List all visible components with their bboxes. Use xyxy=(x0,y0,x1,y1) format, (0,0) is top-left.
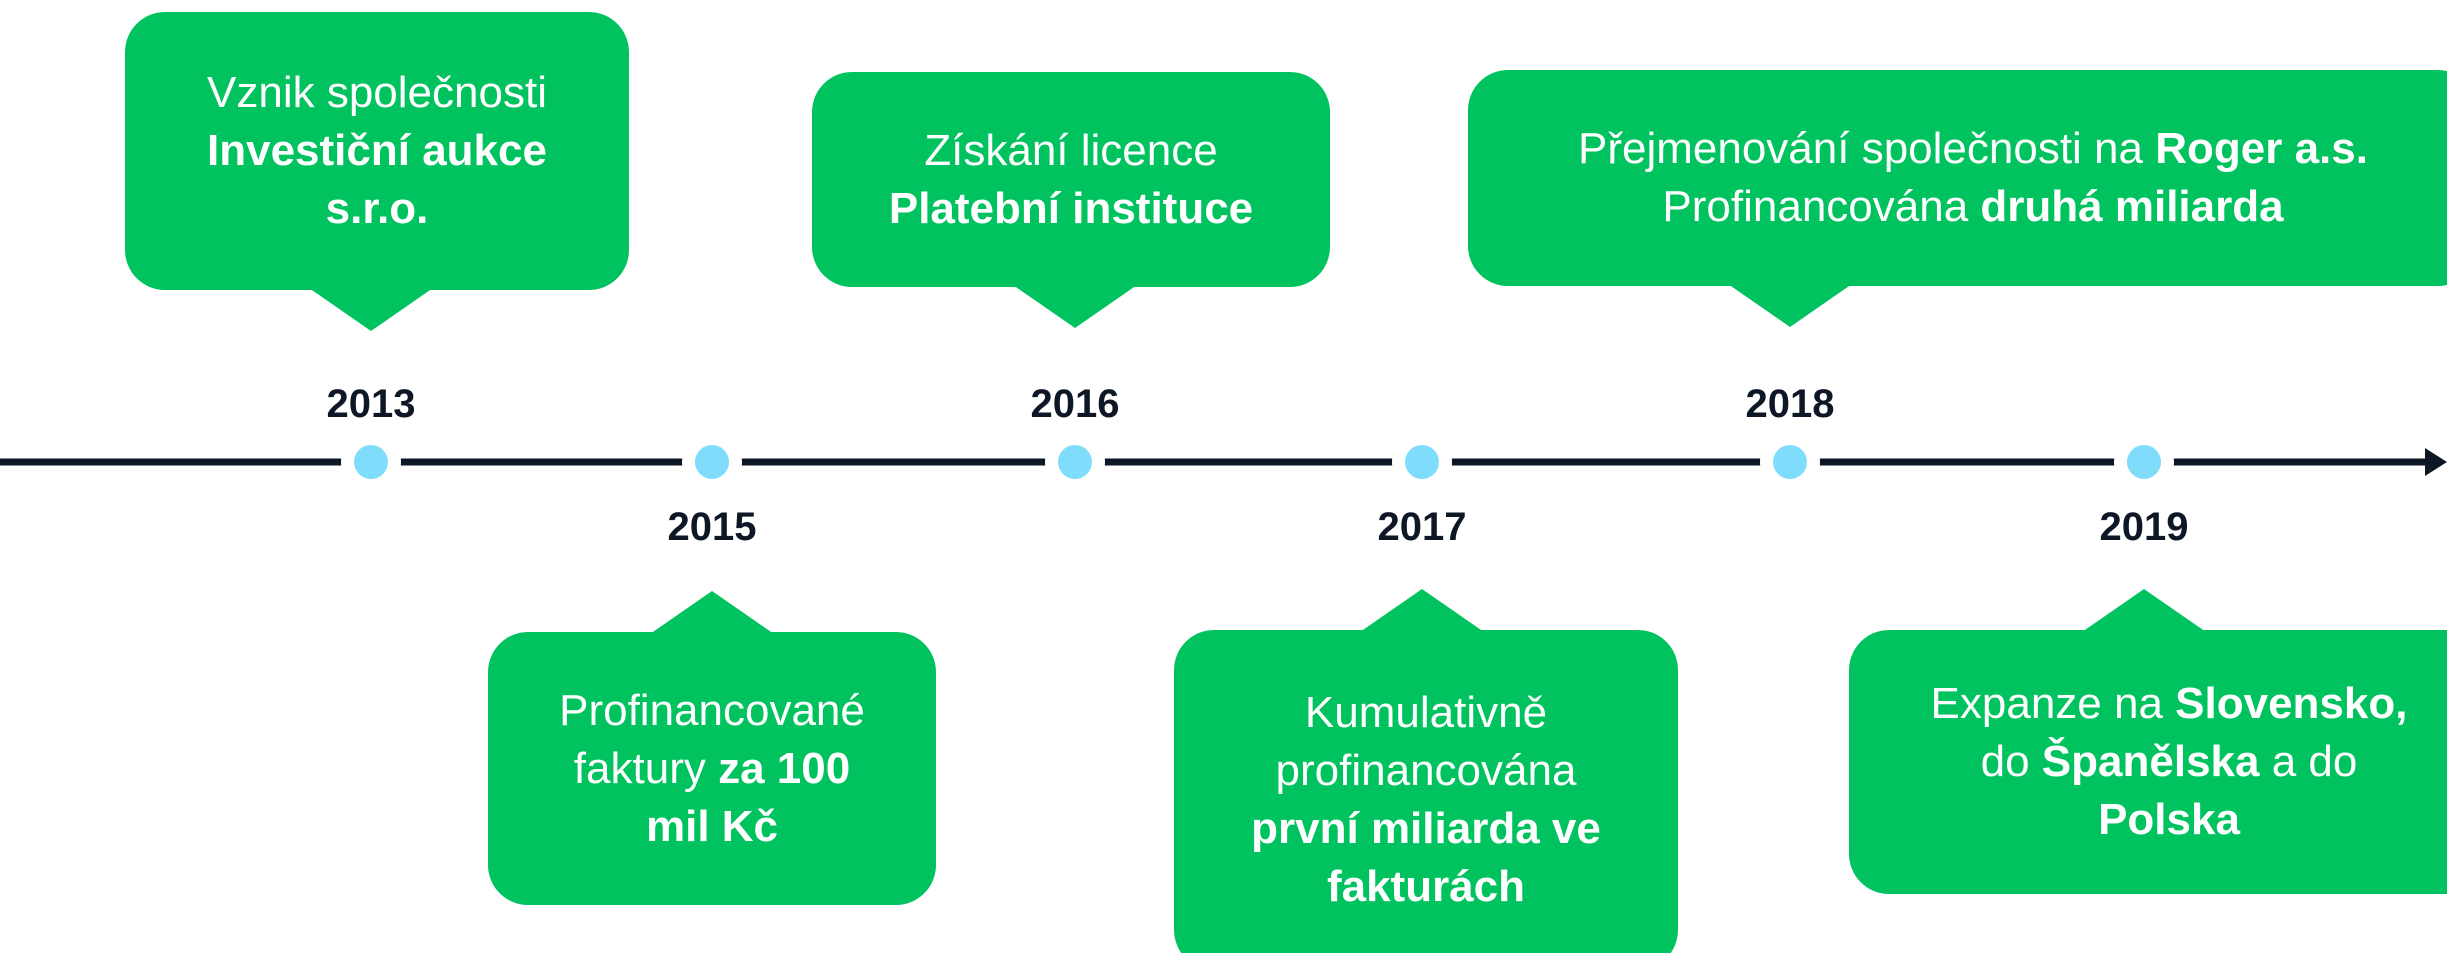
box-pointer xyxy=(650,591,774,634)
event-box: Získání licence Platební instituce xyxy=(812,72,1330,287)
event-text-line: Přejmenování společnosti na Roger a.s. xyxy=(1578,120,2368,178)
bold-text: Roger a.s. xyxy=(2155,124,2368,173)
text: do xyxy=(1980,737,2042,786)
event-text-line: profinancována xyxy=(1276,742,1577,800)
event-text-line: Platební instituce xyxy=(889,180,1253,238)
year-label: 2013 xyxy=(326,382,416,426)
bold-text: za 100 xyxy=(718,743,851,793)
bold-text: Platební instituce xyxy=(888,183,1254,233)
event-text-line: Investiční aukce xyxy=(207,122,547,180)
bold-text: první miliarda ve xyxy=(1251,804,1601,853)
text: Kumulativně xyxy=(1304,688,1548,737)
timeline-dot xyxy=(1058,445,1092,479)
bold-text: Slovensko, xyxy=(2175,679,2408,728)
text: Vznik společnosti xyxy=(207,68,547,117)
text: Přejmenování společnosti na xyxy=(1578,124,2156,173)
text: Profinancované xyxy=(559,685,865,735)
event-text-line: Profinancované xyxy=(559,682,865,740)
bold-text: Investiční aukce xyxy=(207,126,547,175)
timeline-dot xyxy=(1773,445,1807,479)
box-pointer xyxy=(2082,589,2206,632)
event-text-line: první miliarda ve xyxy=(1251,800,1601,858)
event-text-line: mil Kč xyxy=(646,798,778,856)
event-text-line: do Španělska a do xyxy=(1981,733,2358,791)
bold-text: Španělska xyxy=(2041,737,2260,786)
bold-text: Polska xyxy=(2098,795,2240,844)
bold-text: fakturách xyxy=(1326,862,1526,911)
box-pointer xyxy=(1013,285,1137,328)
year-label: 2018 xyxy=(1745,382,1835,426)
bold-text: mil Kč xyxy=(645,801,779,851)
event-text-line: s.r.o. xyxy=(326,180,429,238)
text: a do xyxy=(2259,737,2358,786)
event-text-line: fakturách xyxy=(1327,858,1525,916)
timeline-dot xyxy=(2127,445,2161,479)
box-pointer xyxy=(309,288,433,331)
box-pointer xyxy=(1360,589,1484,632)
text: profinancována xyxy=(1275,746,1577,795)
event-text-line: Polska xyxy=(2098,791,2240,849)
text: Profinancována xyxy=(1662,182,1981,231)
event-text-line: Profinancována druhá miliarda xyxy=(1662,178,2283,236)
text: Expanze na xyxy=(1930,679,2176,728)
event-box: Vznik společnosti Investiční aukce s.r.o. xyxy=(125,12,629,290)
event-text-line: Vznik společnosti xyxy=(207,64,547,122)
text: Získání licence xyxy=(924,125,1218,175)
event-box: Expanze na Slovensko, do Španělska a do Po… xyxy=(1849,630,2447,894)
event-box: Profinancované faktury za 100 mil Kč xyxy=(488,632,936,905)
event-text-line: Kumulativně xyxy=(1305,684,1547,742)
text: faktury xyxy=(573,743,719,793)
event-text-line: Expanze na Slovensko, xyxy=(1931,675,2408,733)
axis-arrow xyxy=(2425,448,2447,476)
event-text-line: faktury za 100 xyxy=(574,740,850,798)
box-pointer xyxy=(1728,284,1852,327)
bold-text: s.r.o. xyxy=(325,184,429,233)
timeline-dot xyxy=(1405,445,1439,479)
event-box: Přejmenování společnosti na Roger a.s. Pr… xyxy=(1468,70,2447,286)
bold-text: druhá miliarda xyxy=(1980,182,2284,231)
year-label: 2016 xyxy=(1030,382,1120,426)
timeline-dot xyxy=(354,445,388,479)
year-label: 2017 xyxy=(1377,505,1467,549)
event-box: Kumulativně profinancována první miliarda … xyxy=(1174,630,1678,953)
event-text-line: Získání licence xyxy=(924,122,1217,180)
year-label: 2015 xyxy=(667,505,757,549)
timeline-dot xyxy=(695,445,729,479)
year-label: 2019 xyxy=(2099,505,2189,549)
